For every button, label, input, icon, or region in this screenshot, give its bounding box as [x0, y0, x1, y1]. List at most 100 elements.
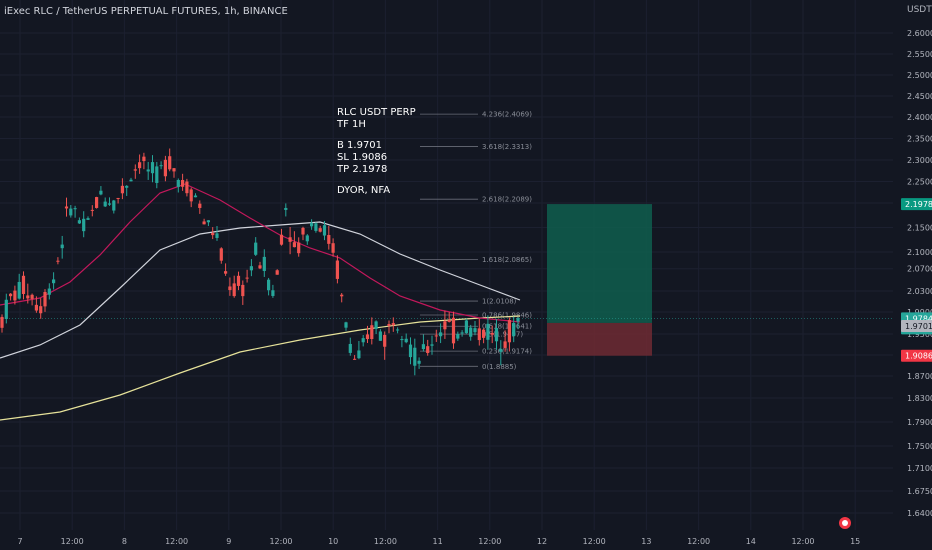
- y-tick-label: 2.0700: [907, 265, 932, 274]
- candle-body: [318, 228, 322, 232]
- candle-body: [344, 322, 348, 328]
- candle-body: [215, 233, 219, 238]
- candle-body: [52, 279, 56, 284]
- candle-body: [439, 332, 443, 337]
- x-tick-label: 7: [17, 537, 22, 546]
- candle-body: [482, 329, 486, 338]
- candle-body: [172, 168, 176, 172]
- candle-body: [112, 200, 116, 211]
- candle-body: [13, 290, 17, 301]
- candle-body: [267, 279, 271, 291]
- note-take-profit: TP 2.1978: [337, 164, 388, 175]
- x-tick-label: 12:00: [61, 537, 84, 546]
- y-tick-label: 2.2500: [907, 178, 932, 187]
- candle-body: [138, 162, 142, 169]
- candle-body: [348, 343, 352, 353]
- candle-body: [236, 275, 241, 286]
- note-buy: B 1.9701: [337, 140, 383, 151]
- price-tag-bg: [901, 198, 932, 211]
- candle-body: [120, 185, 124, 194]
- candle-body: [357, 350, 361, 359]
- time-axis: 7 12:00 8 12:00 9 12:00 10 12:00 11 12:00 12 12:00 1…: [17, 537, 860, 546]
- y-tick-label: 1.7100: [907, 464, 932, 473]
- candle-body: [185, 181, 189, 194]
- candle-body: [490, 332, 494, 335]
- y-tick-label: 2.4000: [907, 113, 932, 122]
- candle-body: [486, 323, 490, 340]
- candle-body: [181, 179, 185, 187]
- candle-body: [249, 266, 253, 271]
- candle-body: [383, 334, 387, 347]
- candle-body: [494, 327, 499, 342]
- candle-body: [331, 243, 335, 253]
- price-tag-label: 2.1978: [905, 200, 932, 209]
- candle-body: [271, 290, 275, 296]
- x-tick-label: 13: [641, 537, 651, 546]
- candle-body: [26, 295, 30, 299]
- fib-label: 1.618(2.0865): [482, 256, 532, 264]
- fib-label: 0.236(1.9174): [482, 348, 532, 356]
- candles: [0, 148, 520, 376]
- y-tick-label: 2.4500: [907, 92, 932, 101]
- ma-slow-line: [0, 315, 521, 421]
- fib-label: 2.618(2.2089): [482, 196, 532, 204]
- fib-label: 0.786(1.9846): [482, 311, 532, 319]
- candle-body: [305, 235, 309, 242]
- candle-body: [43, 291, 47, 307]
- candle-body: [365, 334, 370, 340]
- candle-body: [516, 318, 520, 322]
- fib-label: 4.236(2.4069): [482, 111, 532, 119]
- logo-icon: [839, 517, 851, 529]
- candle-body: [310, 222, 314, 227]
- candle-body: [198, 203, 202, 208]
- candle-body: [103, 201, 107, 207]
- candle-body: [391, 323, 395, 326]
- x-tick-label: 12: [537, 537, 547, 546]
- candle-body: [284, 207, 288, 210]
- candle-body: [460, 332, 464, 334]
- candle-body: [413, 347, 417, 366]
- candle-body: [314, 223, 318, 231]
- candle-body: [396, 329, 400, 331]
- candle-body: [90, 209, 94, 211]
- note-symbol: RLC USDT PERP: [337, 107, 416, 118]
- price-tag-bg: [901, 349, 932, 362]
- candle-body: [159, 165, 163, 167]
- x-tick-label: 10: [328, 537, 338, 546]
- candle-body: [219, 248, 223, 261]
- price-tag-label: 1.9086: [905, 352, 932, 361]
- candle-body: [503, 341, 507, 348]
- candle-body: [292, 242, 296, 248]
- candle-body: [464, 320, 468, 334]
- candle-body: [262, 256, 266, 271]
- y-tick-label: 2.0300: [907, 287, 932, 296]
- candle-body: [168, 156, 172, 170]
- y-tick-label: 1.8300: [907, 394, 932, 403]
- candle-body: [232, 283, 236, 297]
- grid: [0, 0, 893, 530]
- fib-label: 1(2.0108): [482, 298, 517, 306]
- fib-label: 0.5(1.9497): [482, 331, 523, 339]
- y-tick-label: 2.6000: [907, 29, 932, 38]
- candle-body: [99, 190, 103, 195]
- x-tick-label: 12:00: [791, 537, 814, 546]
- candle-body: [107, 203, 112, 205]
- candle-body: [370, 325, 374, 340]
- take-profit-zone: [547, 204, 652, 323]
- y-tick-label: 1.6750: [907, 487, 932, 496]
- candle-body: [30, 294, 34, 299]
- x-tick-label: 8: [122, 537, 127, 546]
- candle-body: [477, 328, 481, 341]
- candle-body: [77, 220, 81, 224]
- candle-body: [443, 321, 447, 330]
- candle-body: [189, 189, 193, 202]
- candle-body: [60, 244, 64, 249]
- candle-body: [361, 338, 365, 343]
- candle-body: [327, 235, 331, 244]
- candle-body: [86, 218, 90, 220]
- candle-body: [125, 185, 129, 188]
- candle-body: [456, 334, 460, 339]
- position-zones: [0, 204, 893, 356]
